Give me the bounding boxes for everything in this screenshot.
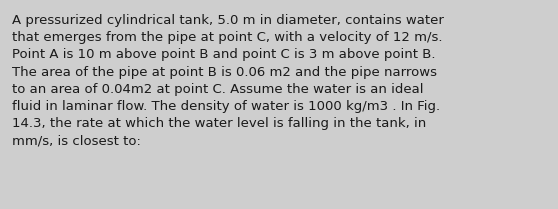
Text: A pressurized cylindrical tank, 5.0 m in diameter, contains water
that emerges f: A pressurized cylindrical tank, 5.0 m in…	[12, 14, 444, 147]
